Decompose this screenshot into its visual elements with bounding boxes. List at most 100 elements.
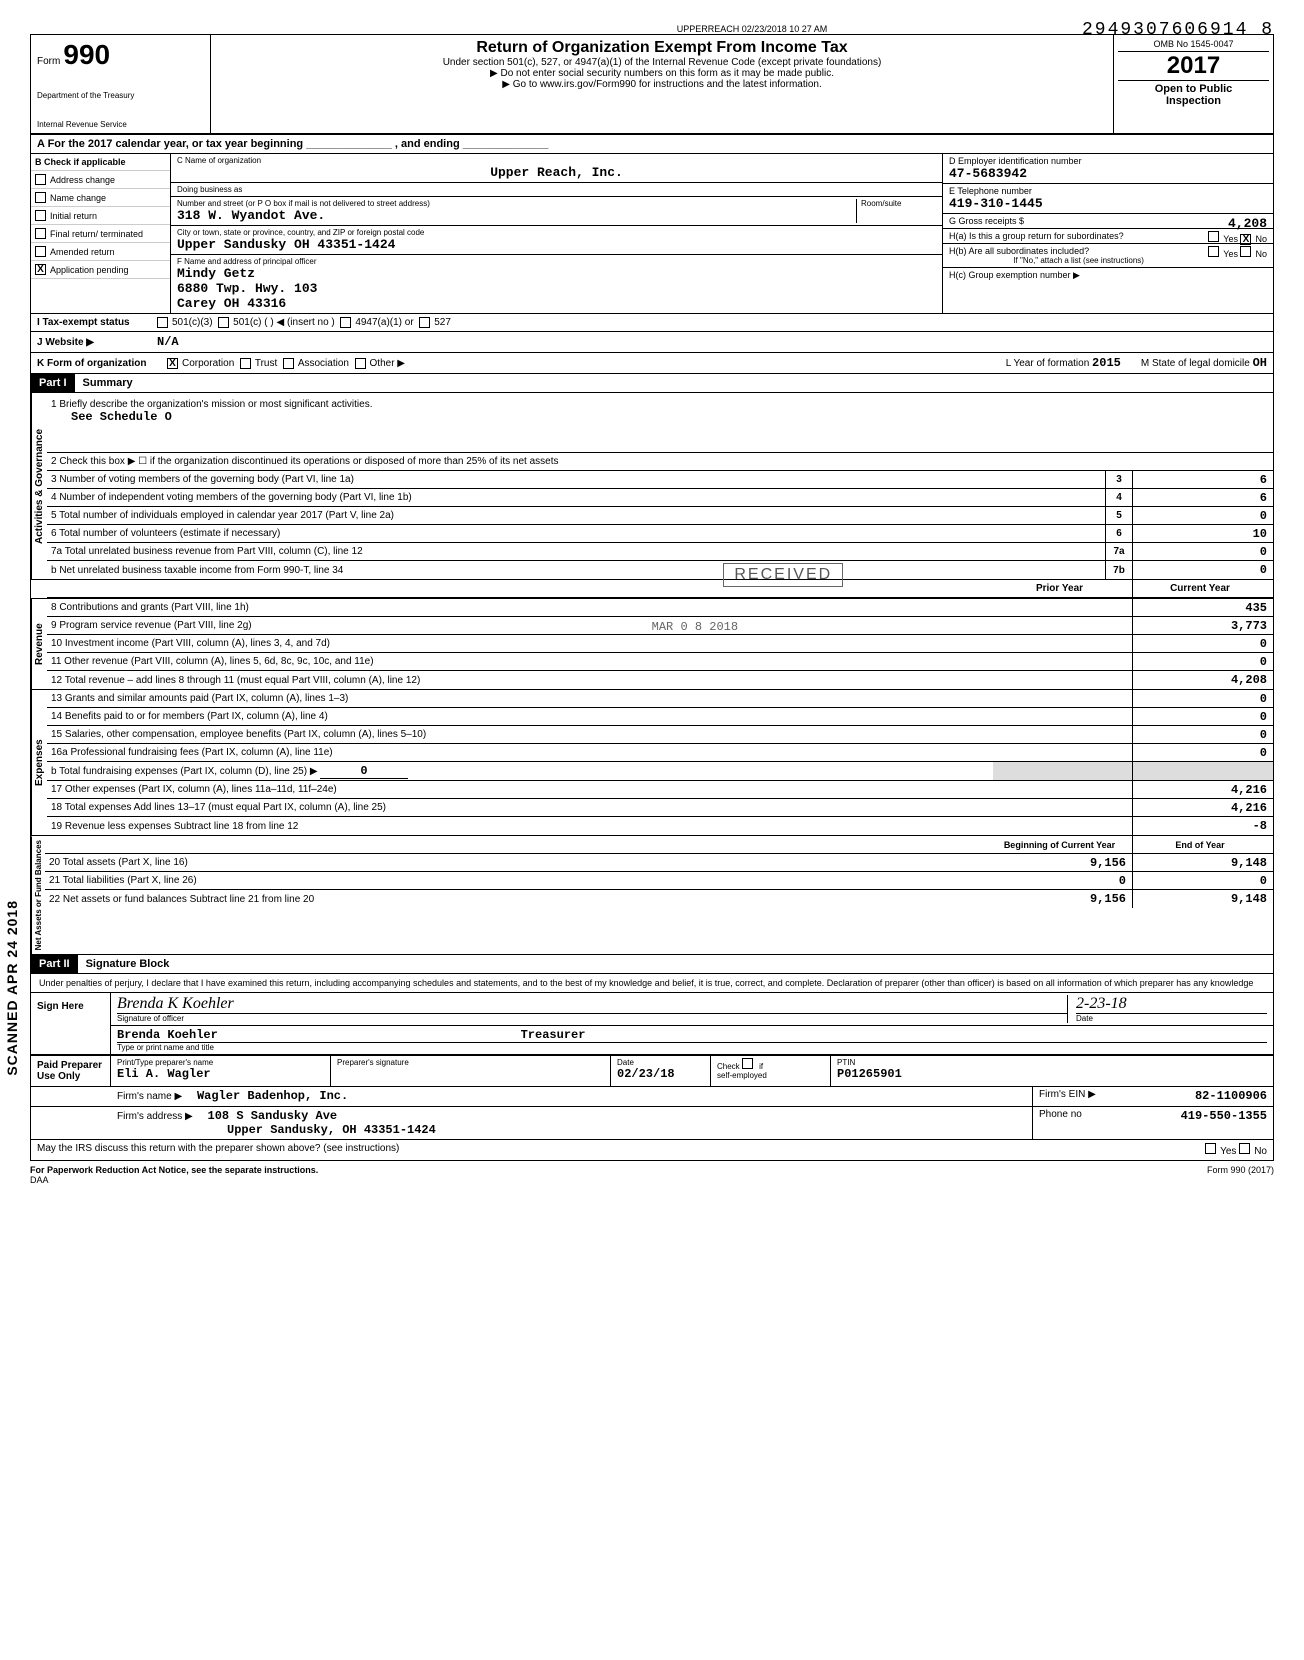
lbl-website: J Website ▶ — [37, 337, 157, 348]
daa: DAA — [30, 1175, 49, 1185]
opt-527: 527 — [434, 317, 451, 328]
info-block: B Check if applicable Address change Nam… — [30, 154, 1274, 314]
ssn-warning: ▶ Do not enter social security numbers o… — [217, 68, 1107, 79]
val15: 0 — [1133, 726, 1273, 743]
perjury-declaration: Under penalties of perjury, I declare th… — [31, 974, 1273, 993]
val21b: 0 — [993, 872, 1133, 889]
lbl-self-employed: self-employed — [717, 1071, 767, 1080]
signature-block: Under penalties of perjury, I declare th… — [30, 974, 1274, 1056]
line6: 6 Total number of volunteers (estimate i… — [47, 526, 1105, 541]
activities-section: Activities & Governance 1 Briefly descri… — [30, 393, 1274, 580]
chk-501c[interactable] — [218, 317, 229, 328]
firm-addr2: Upper Sandusky, OH 43351-1424 — [227, 1123, 436, 1137]
line22: 22 Net assets or fund balances Subtract … — [45, 892, 993, 907]
lbl-date: Date — [1076, 1013, 1267, 1023]
line3: 3 Number of voting members of the govern… — [47, 472, 1105, 487]
lbl-firm-addr: Firm's address ▶ — [117, 1111, 193, 1122]
opt-501c: 501(c) ( ) ◀ (insert no ) — [233, 317, 335, 328]
lbl-hc: H(c) Group exemption number ▶ — [949, 270, 1080, 280]
chk-hb-yes[interactable] — [1208, 246, 1219, 257]
box3: 3 — [1105, 471, 1133, 488]
chk-ha-yes[interactable] — [1208, 231, 1219, 242]
lbl-firm-phone: Phone no — [1039, 1109, 1082, 1120]
chk-527[interactable] — [419, 317, 430, 328]
officer-signature: Brenda K Koehler — [117, 995, 1067, 1013]
paid-preparer-label: Paid Preparer Use Only — [31, 1056, 111, 1086]
row-j: J Website ▶ N/A — [30, 332, 1274, 353]
chk-self-employed[interactable] — [742, 1058, 753, 1069]
lbl-city: City or town, state or province, country… — [177, 228, 936, 237]
omb-number: OMB No 1545-0047 — [1118, 39, 1269, 52]
hdr-current: Current Year — [1133, 580, 1273, 597]
lbl-ha-yes: Yes — [1223, 234, 1238, 244]
firm-ein: 82-1100906 — [1195, 1089, 1267, 1103]
expenses-section: Expenses 13 Grants and similar amounts p… — [30, 690, 1274, 836]
lbl-firm-ein: Firm's EIN ▶ — [1039, 1089, 1096, 1100]
chk-address[interactable] — [35, 174, 46, 185]
lbl-year-form: L Year of formation — [1006, 358, 1090, 369]
hdr-prep-name: Print/Type preparer's name — [117, 1058, 324, 1067]
inspection: Inspection — [1166, 95, 1221, 107]
chk-501c3[interactable] — [157, 317, 168, 328]
form-subtitle: Under section 501(c), 527, or 4947(a)(1)… — [217, 57, 1107, 68]
val22e: 9,148 — [1133, 890, 1273, 908]
line13: 13 Grants and similar amounts paid (Part… — [47, 691, 993, 706]
officer-print-name: Brenda Koehler — [117, 1028, 218, 1042]
lbl-form-org: K Form of organization — [37, 358, 167, 369]
firm-name: Wagler Badenhop, Inc. — [197, 1089, 348, 1103]
box6: 6 — [1105, 525, 1133, 542]
row-k: K Form of organization XCorporation Trus… — [30, 353, 1274, 374]
year-formation: 2015 — [1092, 356, 1121, 370]
chk-4947[interactable] — [340, 317, 351, 328]
lbl-revenue: Revenue — [31, 599, 47, 689]
hdr-prior: Prior Year — [993, 580, 1133, 597]
dept-treasury: Department of the Treasury — [37, 91, 204, 100]
chk-discuss-yes[interactable] — [1205, 1143, 1216, 1154]
chk-ha-no[interactable]: X — [1240, 234, 1251, 245]
lbl-ha-no: No — [1255, 234, 1267, 244]
line10: 10 Investment income (Part VIII, column … — [47, 636, 993, 651]
chk-corp[interactable]: X — [167, 358, 178, 369]
chk-initial[interactable] — [35, 210, 46, 221]
chk-application[interactable]: X — [35, 264, 46, 275]
opt-4947: 4947(a)(1) or — [355, 317, 413, 328]
chk-hb-no[interactable] — [1240, 246, 1251, 257]
lbl-hb-yes: Yes — [1223, 249, 1238, 259]
lbl-hb-no: No — [1255, 249, 1267, 259]
val22b: 9,156 — [993, 890, 1133, 908]
line17: 17 Other expenses (Part IX, column (A), … — [47, 782, 993, 797]
officer-addr: 6880 Twp. Hwy. 103 — [177, 281, 936, 296]
line4: 4 Number of independent voting members o… — [47, 490, 1105, 505]
line1: 1 Briefly describe the organization's mi… — [51, 399, 1269, 410]
lbl-address: Address change — [50, 175, 115, 185]
part1-title: Summary — [75, 377, 133, 389]
lbl-expenses: Expenses — [31, 690, 47, 835]
officer-city: Carey OH 43316 — [177, 296, 936, 311]
chk-assoc[interactable] — [283, 358, 294, 369]
firm-addr1: 108 S Sandusky Ave — [208, 1109, 338, 1123]
chk-trust[interactable] — [240, 358, 251, 369]
lbl-ha: H(a) Is this a group return for subordin… — [949, 231, 1124, 241]
chk-discuss-no[interactable] — [1239, 1143, 1250, 1154]
chk-amended[interactable] — [35, 246, 46, 257]
chk-other[interactable] — [355, 358, 366, 369]
org-city: Upper Sandusky OH 43351-1424 — [177, 237, 936, 252]
opt-501c3: 501(c)(3) — [172, 317, 213, 328]
chk-final[interactable] — [35, 228, 46, 239]
val20b: 9,156 — [993, 854, 1133, 871]
row-i: I Tax-exempt status 501(c)(3) 501(c) ( )… — [30, 314, 1274, 332]
val5: 0 — [1133, 507, 1273, 524]
sign-here-label: Sign Here — [31, 993, 111, 1054]
chk-name[interactable] — [35, 192, 46, 203]
tax-year: 2017 — [1118, 52, 1269, 80]
line7a: 7a Total unrelated business revenue from… — [47, 544, 1105, 559]
revenue-section: Revenue 8 Contributions and grants (Part… — [30, 599, 1274, 690]
lbl-application: Application pending — [50, 265, 129, 275]
lbl-room: Room/suite — [861, 199, 936, 208]
val19: -8 — [1133, 817, 1273, 835]
lbl-print-name: Type or print name and title — [117, 1042, 1267, 1052]
lbl-hb: H(b) Are all subordinates included? — [949, 246, 1089, 256]
hdr-prep-date: Date — [617, 1058, 704, 1067]
preparer-name: Eli A. Wagler — [117, 1067, 324, 1081]
hdr-self-emp: Check — [717, 1062, 740, 1071]
